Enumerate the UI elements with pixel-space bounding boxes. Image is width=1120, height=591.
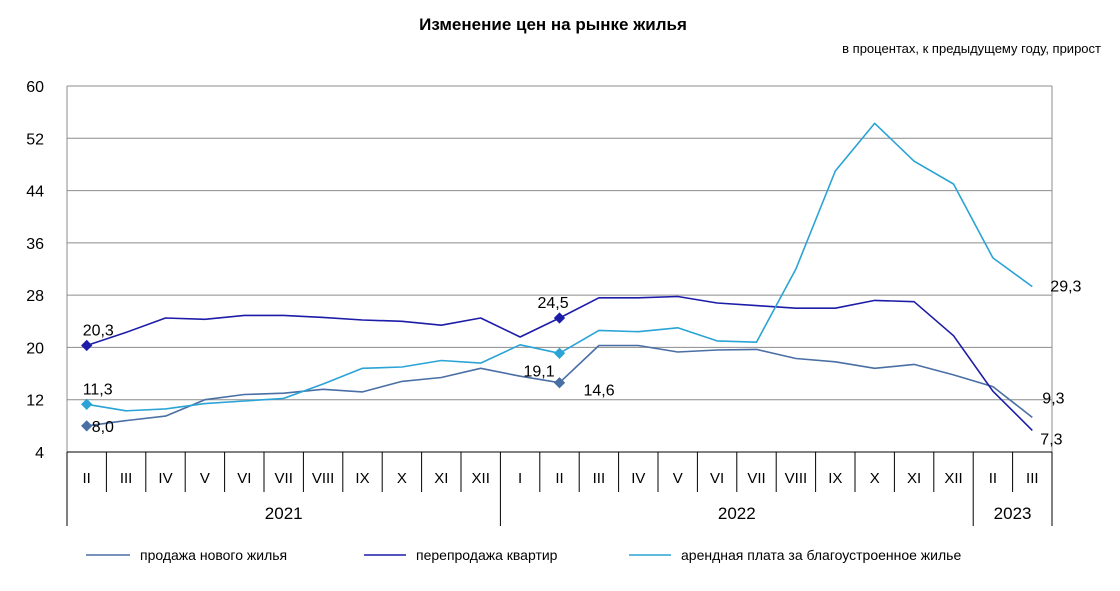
series-line [86, 122, 1033, 412]
series-marker [553, 377, 566, 389]
year-label: 2022 [718, 504, 756, 523]
data-label: 7,3 [1040, 431, 1062, 448]
data-label: 29,3 [1050, 279, 1081, 296]
grid [67, 85, 1052, 401]
x-tick-label: X [397, 470, 407, 487]
x-tick-label: IV [158, 470, 172, 487]
x-tick-label: X [870, 470, 880, 487]
data-label: 19,1 [524, 363, 555, 380]
x-tick-label: XII [944, 470, 962, 487]
data-label: 8,0 [92, 419, 114, 436]
x-tick-label: XI [907, 470, 921, 487]
series-marker [81, 339, 93, 352]
series-marker [553, 312, 566, 324]
x-tick-label: IV [631, 470, 645, 487]
x-tick-label: IX [355, 470, 369, 487]
series-group [81, 122, 1033, 432]
y-tick-label: 44 [26, 184, 44, 201]
x-tick-label: VII [275, 470, 293, 487]
series-marker [81, 420, 93, 432]
x-tick-label: VI [237, 470, 251, 487]
x-tick-label: VII [747, 470, 765, 487]
year-label: 2023 [994, 504, 1032, 523]
x-tick-label: I [518, 470, 522, 487]
legend-label: перепродажа квартир [416, 547, 558, 563]
data-label: 14,6 [584, 383, 615, 400]
x-tick-label: XI [434, 470, 448, 487]
data-label: 20,3 [83, 322, 114, 339]
x-tick-label: III [593, 470, 606, 487]
x-tick-label: V [200, 470, 210, 487]
y-tick-label: 28 [26, 288, 44, 305]
x-tick-label: IX [828, 470, 842, 487]
x-tick-label: VIII [312, 470, 335, 487]
y-tick-label: 60 [26, 79, 44, 96]
x-tick-label: VIII [785, 470, 808, 487]
data-label: 24,5 [538, 295, 569, 312]
legend-label: арендная плата за благоустроенное жилье [681, 547, 961, 563]
year-label: 2021 [265, 504, 303, 523]
y-tick-label: 36 [26, 236, 44, 253]
x-tick-label: II [989, 470, 997, 487]
y-tick-label: 12 [26, 393, 44, 410]
x-tick-label: II [83, 470, 91, 487]
y-tick-label: 20 [26, 340, 44, 357]
chart-subtitle: в процентах, к предыдущему году, прирост [842, 41, 1101, 56]
data-label: 11,3 [83, 381, 113, 398]
y-tick-label: 4 [35, 445, 44, 462]
x-tick-label: III [1026, 470, 1039, 487]
series-marker [81, 398, 93, 410]
data-label: 9,3 [1042, 390, 1064, 407]
x-tick-label: III [120, 470, 133, 487]
legend: продажа нового жилья перепродажа квартир а… [86, 547, 961, 563]
y-tick-label: 52 [26, 131, 44, 148]
legend-label: продажа нового жилья [140, 547, 287, 563]
x-tick-label: XII [472, 470, 490, 487]
data-labels: 8,0 14,6 9,3 20,3 24,5 7,3 11,3 19,1 29,3 [83, 279, 1082, 449]
series-marker [553, 347, 566, 359]
x-tick-label: V [673, 470, 683, 487]
x-tick-label: II [555, 470, 563, 487]
chart-title: Изменение цен на рынке жилья [419, 15, 687, 34]
x-tick-label: VI [710, 470, 724, 487]
